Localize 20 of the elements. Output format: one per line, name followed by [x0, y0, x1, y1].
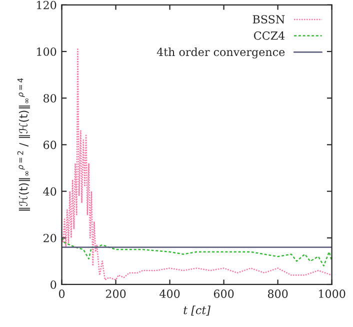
y-tick-label: 40 [43, 187, 56, 196]
x-tick-label: 800 [268, 290, 288, 298]
y-axis-title: ‖ℋ(t)‖$_{∞}$$^{ρ=2}$ / ‖ℋ(t)‖$_{∞}$$^{ρ=4}$ [17, 78, 30, 211]
y-tick-label: 80 [44, 94, 56, 102]
x-tick-label: 400 [160, 290, 180, 298]
x-tick-label: 600 [214, 290, 234, 298]
line-series [62, 237, 332, 266]
x-axis-title: t [ct] [184, 306, 210, 316]
line-series [62, 48, 332, 280]
legend-label: 4th order convergence [156, 48, 285, 58]
legend-label: BSSN [252, 15, 285, 24]
y-tick-label: 120 [37, 0, 56, 10]
legend-label: CCZ4 [254, 31, 285, 40]
x-tick-label: 0 [58, 290, 65, 298]
y-tick-label: 100 [37, 47, 56, 56]
y-tick-label: 20 [44, 234, 56, 242]
x-tick-label: 1000 [319, 290, 346, 298]
x-tick-label: 200 [106, 290, 126, 298]
y-tick-label: 0 [50, 280, 56, 289]
y-tick-label: 60 [44, 140, 56, 150]
